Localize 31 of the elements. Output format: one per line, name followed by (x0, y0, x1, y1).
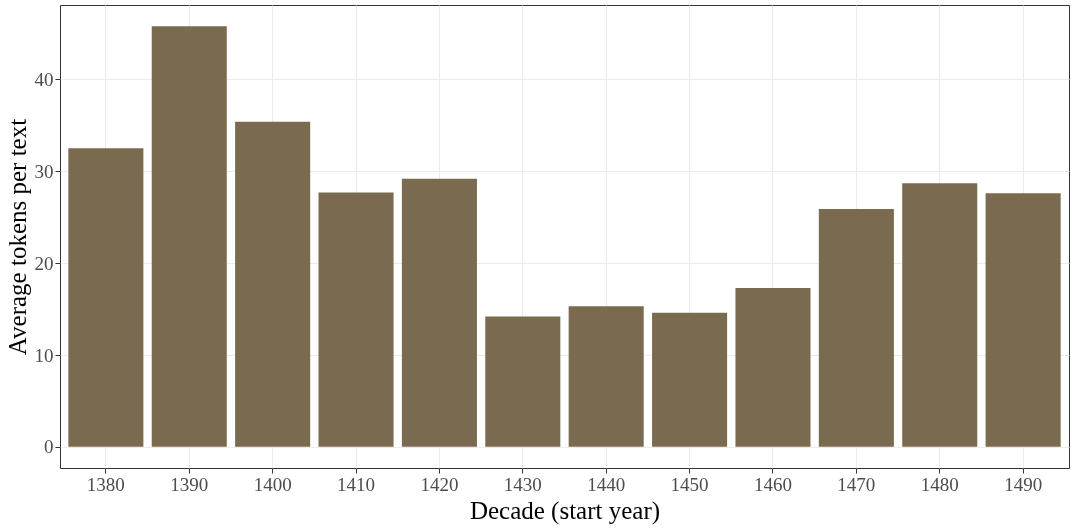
y-axis-title: Average tokens per text (3, 118, 31, 356)
bar (818, 208, 894, 447)
bar (485, 316, 561, 447)
x-tick-label: 1450 (670, 473, 709, 495)
x-tick-label: 1430 (503, 473, 542, 495)
x-tick-label: 1440 (587, 473, 626, 495)
bar (652, 312, 728, 447)
bar (568, 306, 644, 447)
x-tick-label: 1490 (1004, 473, 1043, 495)
y-tick-label: 10 (34, 344, 54, 366)
y-tick-label: 40 (34, 68, 54, 90)
x-axis-title: Decade (start year) (469, 496, 661, 525)
bar (68, 148, 144, 447)
y-tick-label: 0 (44, 436, 54, 458)
bar (151, 26, 227, 447)
x-tick-label: 1410 (337, 473, 376, 495)
bar (902, 183, 978, 447)
bar (318, 192, 394, 447)
x-tick-label: 1420 (420, 473, 459, 495)
bar (985, 193, 1061, 447)
bar (401, 178, 477, 447)
x-tick-label: 1470 (837, 473, 876, 495)
bar (235, 121, 311, 447)
x-tick-label: 1480 (920, 473, 959, 495)
y-tick-label: 30 (34, 160, 54, 182)
x-tick-label: 1390 (170, 473, 209, 495)
x-tick-label: 1380 (86, 473, 125, 495)
bar (735, 287, 811, 447)
x-tick-label: 1400 (253, 473, 292, 495)
y-tick-label: 20 (34, 252, 54, 274)
x-tick-label: 1460 (753, 473, 792, 495)
